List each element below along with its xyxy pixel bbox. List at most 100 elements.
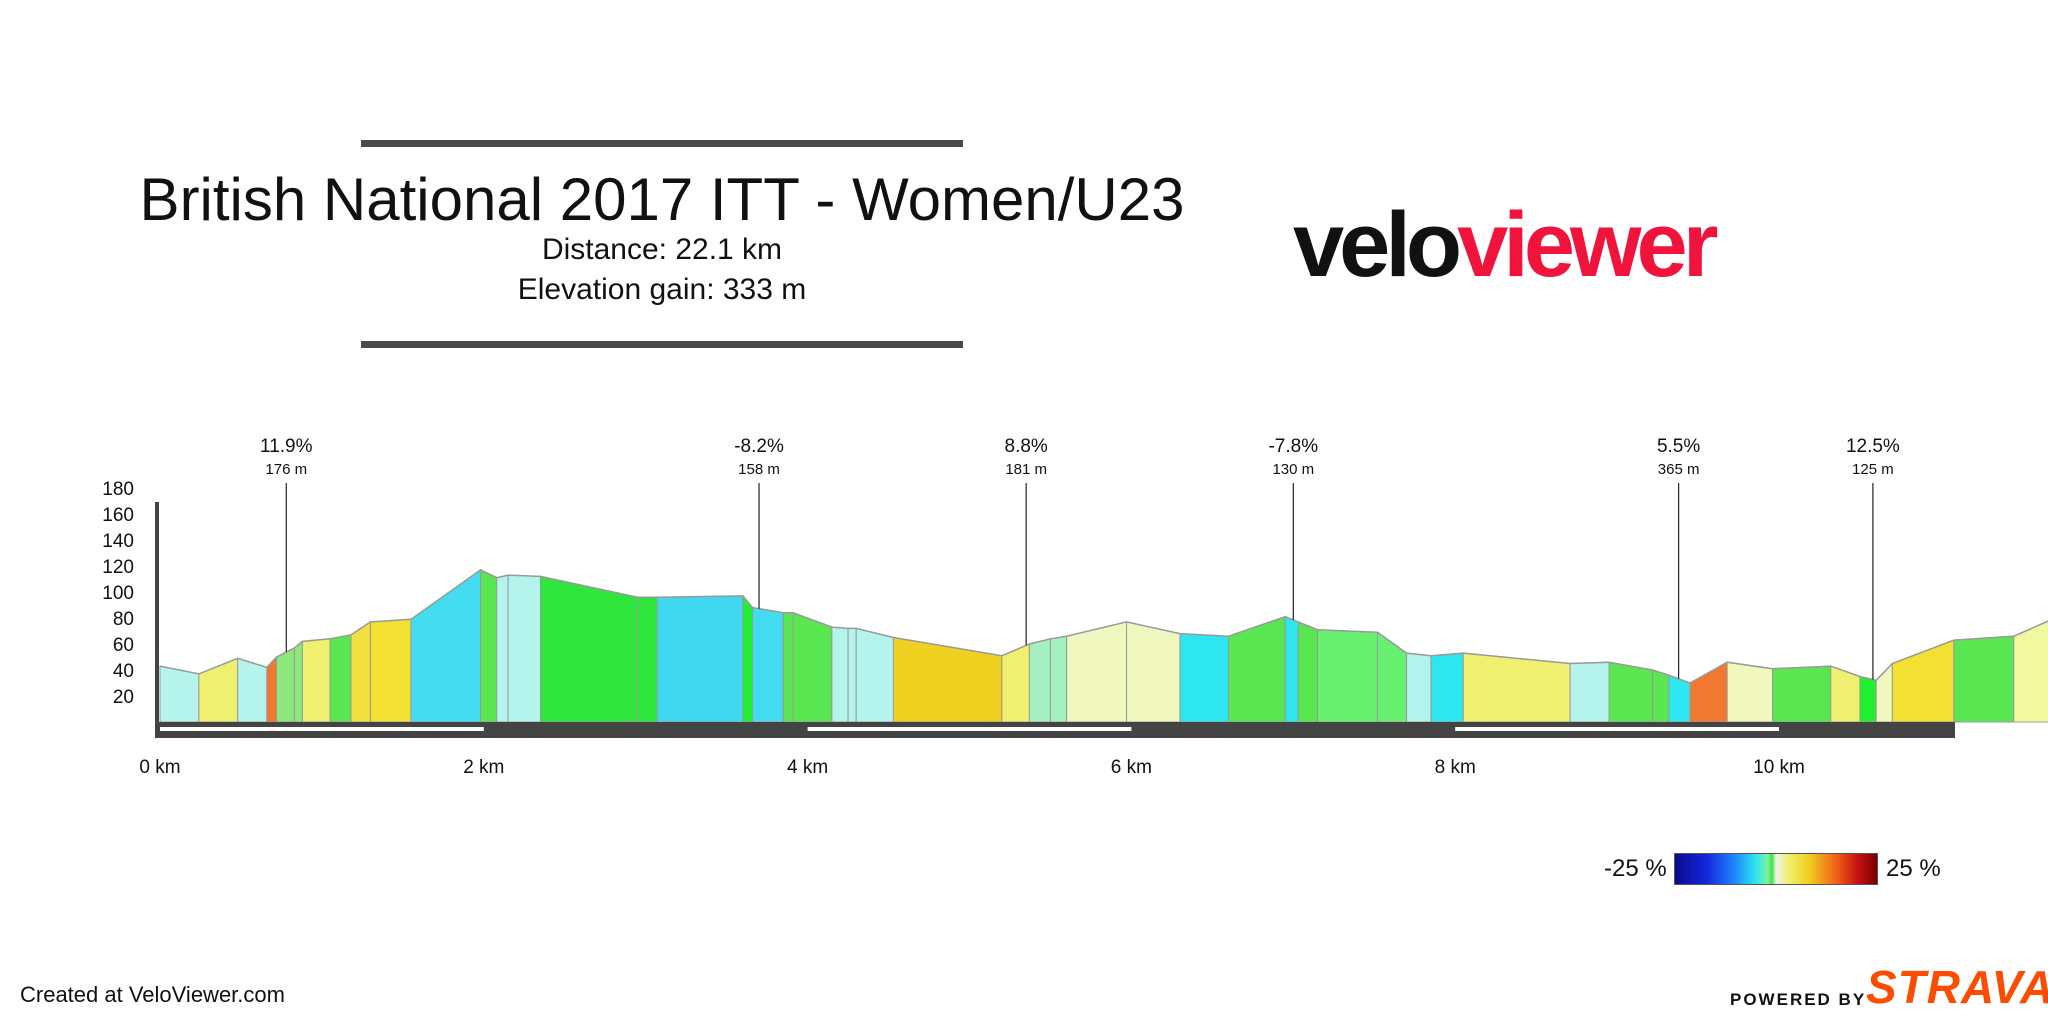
annotation-length: 181 m	[1005, 461, 1047, 478]
created-at-link[interactable]: Created at VeloViewer.com	[20, 982, 285, 1007]
y-axis-line	[155, 502, 159, 728]
annotation-length: 176 m	[265, 461, 307, 478]
profile-outline	[159, 569, 2048, 684]
x-tick-label: 0 km	[139, 757, 180, 778]
logo-velo-text: velo	[1293, 194, 1462, 296]
strava-logo[interactable]: STRAVA	[1866, 961, 2048, 1013]
powered-by-text: POWERED BY	[1730, 990, 1867, 1009]
y-tick-label: 80	[113, 609, 134, 630]
x-axis-scale-band	[1455, 727, 1779, 731]
header-bottom-rule	[361, 341, 963, 348]
profile-segment	[1859, 675, 1877, 723]
annotation-grade: -8.2%	[734, 436, 784, 457]
profile-segment	[1726, 661, 1774, 723]
profile-segment	[329, 634, 352, 723]
profile-segment	[1652, 669, 1670, 723]
climb-annotation: 11.9% 176 m	[260, 436, 313, 653]
profile-segment	[198, 657, 239, 723]
profile-segment	[480, 569, 498, 723]
y-tick-label: 100	[102, 583, 134, 604]
profile-segment	[1001, 643, 1030, 723]
header-top-rule	[361, 140, 963, 147]
profile-segment	[410, 568, 482, 723]
profile-segment	[1317, 629, 1378, 723]
profile-segment	[855, 627, 894, 723]
y-tick-label: 180	[102, 479, 134, 500]
profile-segment	[350, 620, 371, 723]
profile-segment	[1179, 633, 1230, 723]
annotations: 11.9% 176 m -8.2% 158 m 8.8% 181 m -7.8% 130 m 5…	[260, 436, 1900, 680]
profile-segment	[369, 618, 412, 723]
profile-segment	[1772, 665, 1832, 723]
y-tick-label: 40	[113, 661, 134, 682]
y-tick-label: 160	[102, 505, 134, 526]
profile-segment	[1297, 621, 1319, 723]
profile-segment	[1569, 661, 1610, 723]
annotation-grade: 8.8%	[1005, 436, 1048, 457]
veloviewer-logo[interactable]: veloviewer	[1293, 194, 1719, 296]
profile-segment	[1689, 661, 1728, 723]
x-tick-label: 2 km	[463, 757, 504, 778]
profile-segment	[1049, 635, 1068, 723]
profile-segment	[752, 607, 784, 723]
climb-annotation: -8.2% 158 m	[734, 436, 784, 609]
annotation-length: 365 m	[1658, 461, 1700, 478]
annotation-grade: -7.8%	[1268, 436, 1318, 457]
x-tick-label: 4 km	[787, 757, 828, 778]
elevation-profile-chart: 11.9% 176 m -8.2% 158 m 8.8% 181 m -7.8% 130 m 5…	[102, 436, 2048, 778]
climb-annotation: 5.5% 365 m	[1657, 436, 1700, 679]
profile-segment	[792, 612, 833, 723]
elevation-gain-text: Elevation gain: 333 m	[517, 273, 807, 306]
profile-segment	[276, 647, 295, 723]
profile-segment	[892, 636, 1003, 723]
distance-text: Distance: 22.1 km	[541, 233, 783, 266]
climb-annotation: 12.5% 125 m	[1846, 436, 1900, 680]
x-tick-label: 8 km	[1435, 757, 1476, 778]
annotation-length: 130 m	[1272, 461, 1314, 478]
profile-segment	[742, 594, 754, 723]
annotation-length: 125 m	[1852, 461, 1894, 478]
profile-segment	[507, 574, 541, 723]
profile-segment	[1953, 635, 2015, 723]
profile-segment	[237, 657, 268, 723]
profile-segment	[2013, 620, 2048, 723]
profile-segment	[1608, 661, 1654, 723]
annotation-grade: 5.5%	[1657, 436, 1700, 457]
profile-segment	[539, 575, 639, 723]
climb-annotation: 8.8% 181 m	[1005, 436, 1048, 646]
profile-segment	[1284, 615, 1299, 723]
profile-segment	[159, 665, 200, 723]
climb-annotation: -7.8% 130 m	[1268, 436, 1318, 620]
profile-segment	[1376, 631, 1408, 723]
profile-segment	[1066, 621, 1128, 723]
x-tick-label: 10 km	[1753, 757, 1805, 778]
annotation-grade: 12.5%	[1846, 436, 1900, 457]
x-tick-label: 6 km	[1111, 757, 1152, 778]
profile-segment	[293, 640, 303, 723]
profile-segment	[831, 626, 849, 723]
profile-segment	[1430, 652, 1464, 723]
annotation-length: 158 m	[738, 461, 780, 478]
profile-segment	[1406, 652, 1432, 723]
legend-max-label: 25 %	[1886, 855, 1941, 882]
profile-segment	[847, 627, 857, 723]
annotation-grade: 11.9%	[260, 436, 313, 457]
legend-min-label: -25 %	[1604, 855, 1667, 882]
x-axis-scale-band	[160, 727, 484, 731]
profile-segment	[1462, 652, 1571, 723]
x-axis-scale-band	[807, 727, 1132, 731]
profile-segments	[159, 568, 2048, 723]
profile-segment	[656, 595, 744, 723]
y-tick-label: 120	[102, 557, 134, 578]
profile-segment	[637, 596, 658, 723]
profile-segment	[496, 574, 509, 723]
profile-segment	[1126, 621, 1181, 723]
profile-segment	[782, 612, 794, 723]
y-tick-label: 140	[102, 531, 134, 552]
axes: 20 40 60 80 100 120 140 160 180 0 km 2 km 4 km 6 km 8…	[102, 479, 1955, 778]
y-tick-label: 20	[113, 687, 134, 708]
gradient-legend-bar	[1674, 853, 1878, 885]
y-tick-label: 60	[113, 635, 134, 656]
profile-segment	[301, 638, 331, 723]
profile-segment	[1028, 638, 1051, 723]
